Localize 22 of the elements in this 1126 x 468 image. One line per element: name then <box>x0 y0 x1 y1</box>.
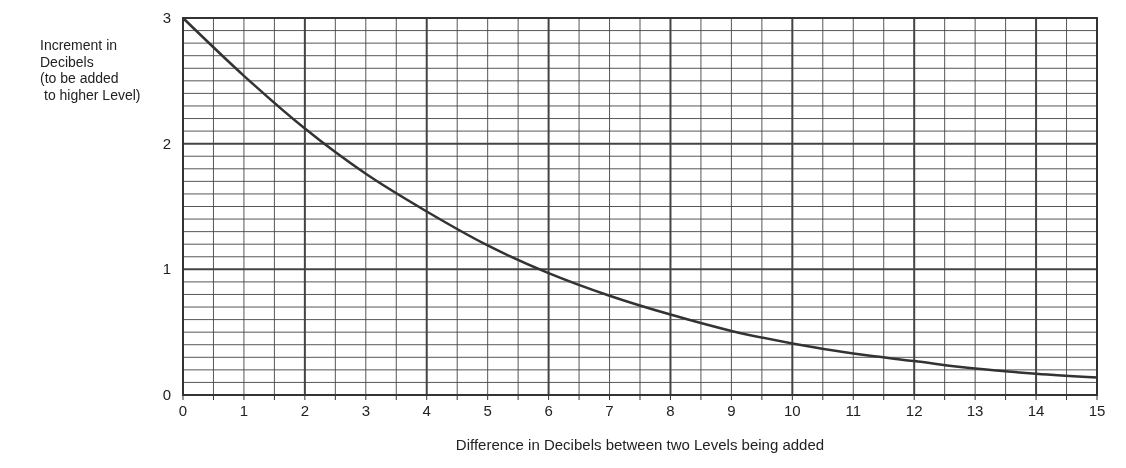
x-tick-label: 6 <box>544 402 553 419</box>
x-tick-label: 15 <box>1088 402 1106 419</box>
x-tick-label: 7 <box>605 402 614 419</box>
x-tick-label: 9 <box>727 402 736 419</box>
y-tick-label: 3 <box>162 9 171 26</box>
x-tick-label: 12 <box>905 402 923 419</box>
x-tick-label: 4 <box>422 402 431 419</box>
x-tick-label: 10 <box>783 402 801 419</box>
x-tick-label: 8 <box>666 402 675 419</box>
x-tick-label: 3 <box>361 402 370 419</box>
y-tick-label: 0 <box>162 386 171 403</box>
x-tick-label: 14 <box>1027 402 1045 419</box>
x-tick-label: 1 <box>239 402 249 419</box>
x-tick-label: 11 <box>845 402 862 419</box>
x-axis-title: Difference in Decibels between two Levels being added <box>455 436 825 453</box>
x-tick-label: 13 <box>966 402 984 419</box>
x-tick-label: 0 <box>178 402 188 419</box>
x-tick-label: 5 <box>483 402 492 419</box>
y-tick-label: 2 <box>162 134 171 152</box>
y-axis-title: Increment in Decibels (to be added to higher Level) <box>40 37 141 103</box>
x-tick-label: 2 <box>300 402 310 419</box>
y-tick-label: 1 <box>162 260 171 278</box>
